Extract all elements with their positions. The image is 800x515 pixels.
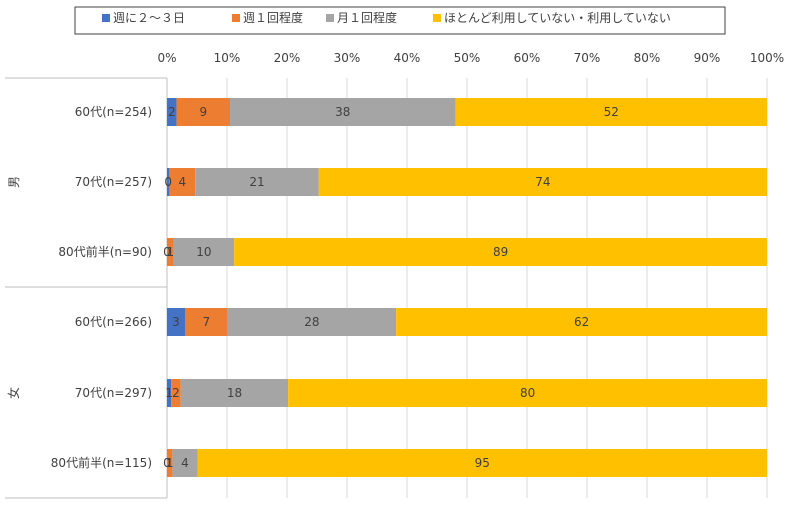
legend-swatch	[433, 14, 441, 22]
x-axis-ticks: 0% 10% 20% 30% 40% 50% 60% 70% 80% 90% 100%	[157, 51, 784, 65]
category-label: 80代前半(n=115)	[51, 455, 152, 470]
x-tick-label: 10%	[214, 51, 241, 65]
bar-segment	[227, 308, 397, 336]
data-label: 2	[172, 386, 180, 400]
legend: 週に２～３日 週１回程度 月１回程度 ほとんど利用していない・利用していない	[102, 10, 671, 25]
x-tick-label: 70%	[574, 51, 601, 65]
data-label: 2	[168, 105, 176, 119]
bar-segment	[180, 379, 289, 407]
category-label: 70代(n=297)	[75, 386, 152, 400]
x-tick-label: 50%	[454, 51, 481, 65]
data-label: 74	[535, 175, 550, 189]
bar-segment	[185, 308, 228, 336]
bar-segment	[197, 449, 768, 477]
bar-segment	[172, 449, 198, 477]
data-label: 62	[574, 315, 589, 329]
bar-segment	[230, 98, 456, 126]
x-tick-label: 100%	[750, 51, 784, 65]
data-label: 89	[493, 245, 508, 259]
x-tick-label: 60%	[514, 51, 541, 65]
group-label: 男	[7, 176, 21, 188]
legend-label: 週１回程度	[243, 10, 303, 25]
legend-swatch	[326, 14, 334, 22]
bar-segment	[318, 168, 767, 196]
bar-segment	[167, 168, 170, 196]
group-label: 女	[6, 387, 21, 399]
legend-label: 週に２～３日	[113, 11, 185, 25]
data-label: 52	[604, 105, 619, 119]
data-label: 9	[199, 105, 207, 119]
bar-segment	[167, 449, 173, 477]
legend-box	[74, 6, 726, 35]
legend-swatch	[232, 14, 240, 22]
category-label: 60代(n=266)	[75, 315, 152, 329]
bar-segment	[288, 379, 767, 407]
bar-segment	[169, 168, 196, 196]
category-label: 60代(n=254)	[75, 105, 152, 119]
bar-segment	[167, 379, 172, 407]
data-label: 0	[164, 175, 172, 189]
legend-swatch	[102, 14, 110, 22]
bar-segment	[455, 98, 767, 126]
x-tick-label: 90%	[694, 51, 721, 65]
bar-segment	[396, 308, 767, 336]
data-label: 80	[520, 386, 535, 400]
legend-label: 月１回程度	[337, 10, 397, 25]
data-label: 3	[172, 315, 180, 329]
data-label: 1	[166, 245, 174, 259]
data-label: 18	[227, 386, 242, 400]
data-label: 0	[163, 456, 171, 470]
data-label: 1	[166, 456, 174, 470]
bar-segment	[167, 308, 185, 336]
data-label: 28	[304, 315, 319, 329]
data-label: 0	[163, 245, 171, 259]
data-label: 4	[178, 175, 186, 189]
bar-segment	[167, 238, 174, 266]
data-label: 21	[249, 175, 264, 189]
data-label: 7	[202, 315, 210, 329]
category-label: 70代(n=257)	[75, 175, 152, 189]
bar-segment	[176, 98, 230, 126]
bar-segment	[195, 168, 319, 196]
grid-lines	[5, 77, 768, 499]
bar-segment	[173, 238, 235, 266]
data-label: 4	[181, 456, 189, 470]
x-tick-label: 0%	[157, 51, 176, 65]
data-label: 1	[165, 386, 173, 400]
data-label: 10	[196, 245, 211, 259]
bar-segment	[234, 238, 767, 266]
x-tick-label: 20%	[274, 51, 301, 65]
data-label: 38	[335, 105, 350, 119]
legend-label: ほとんど利用していない・利用していない	[444, 11, 671, 25]
category-labels: 60代(n=254) 70代(n=257) 80代前半(n=90) 60代(n=266…	[51, 105, 152, 470]
bars	[167, 98, 768, 477]
group-labels: 男女	[6, 176, 21, 399]
x-tick-label: 80%	[634, 51, 661, 65]
bar-segment	[171, 379, 181, 407]
category-label: 80代前半(n=90)	[58, 244, 152, 259]
data-label: 95	[475, 456, 490, 470]
x-tick-label: 40%	[394, 51, 421, 65]
x-tick-label: 30%	[334, 51, 361, 65]
bar-segment	[167, 98, 177, 126]
